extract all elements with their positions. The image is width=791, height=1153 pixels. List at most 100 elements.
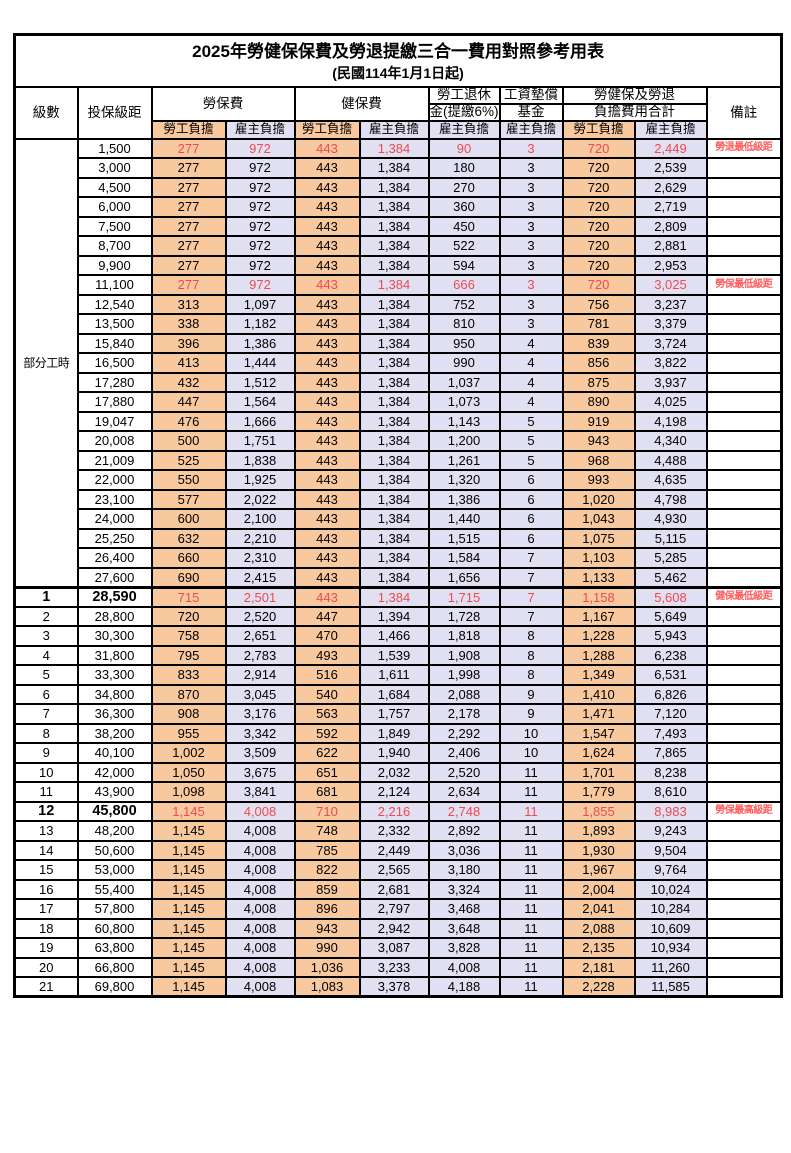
- pension-employer-cell: 1,386: [427, 488, 501, 510]
- labor-employer-cell: 972: [224, 274, 296, 296]
- labor-employer-cell: 3,045: [224, 683, 296, 705]
- column-header-total-line2: 負擔費用合計: [561, 102, 708, 122]
- labor-employee-cell: 870: [150, 683, 227, 705]
- note-cell: [705, 898, 783, 920]
- table-row: 3 30,300 758 2,651 470 1,466 1,818 8 1,228 5,943: [13, 625, 783, 647]
- health-employer-cell: 1,384: [358, 196, 430, 218]
- table-row: 17,880 447 1,564 443 1,384 1,073 4 890 4,025: [15, 391, 783, 413]
- health-employer-cell: 2,032: [358, 761, 430, 783]
- table-row: 8,700 277 972 443 1,384 522 3 720 2,881: [15, 235, 783, 257]
- labor-employer-cell: 1,925: [224, 469, 296, 491]
- table-row: 11,100 277 972 443 1,384 666 3 720 3,025 勞保最低級距: [15, 274, 783, 296]
- note-cell: [705, 235, 783, 257]
- total-employer-cell: 8,983: [633, 800, 708, 822]
- total-employer-cell: 2,539: [633, 157, 708, 179]
- level-cell: 17: [13, 898, 79, 920]
- health-employer-cell: 1,394: [358, 605, 430, 627]
- bracket-cell: 3,000: [76, 157, 153, 179]
- table-row: 8 38,200 955 3,342 592 1,849 2,292 10 1,547 7,493: [13, 722, 783, 744]
- wage-fund-employer-cell: 9: [498, 703, 564, 725]
- pension-employer-cell: 1,261: [427, 449, 501, 471]
- wage-fund-employer-cell: 11: [498, 761, 564, 783]
- note-cell: [705, 488, 783, 510]
- wage-fund-employer-cell: 11: [498, 878, 564, 900]
- note-cell: [705, 508, 783, 530]
- header-row-3: 勞工負擔 雇主負擔 勞工負擔 雇主負擔 雇主負擔 雇主負擔 勞工負擔 雇主負擔: [15, 119, 782, 140]
- total-employer-cell: 2,719: [633, 196, 708, 218]
- level-cell: 15: [13, 859, 79, 881]
- pension-employer-cell: 1,728: [427, 605, 501, 627]
- health-employee-cell: 943: [293, 917, 361, 939]
- labor-employee-cell: 277: [150, 254, 227, 276]
- note-cell: [705, 820, 783, 842]
- labor-employer-cell: 2,520: [224, 605, 296, 627]
- title-cell: 2025年勞健保保費及勞退提繳三合一費用對照參考用表 (民國114年1月1日起): [13, 33, 783, 88]
- wage-fund-employer-cell: 5: [498, 449, 564, 471]
- labor-employer-cell: 1,666: [224, 410, 296, 432]
- health-employee-cell: 493: [293, 644, 361, 666]
- table-row: 4,500 277 972 443 1,384 270 3 720 2,629: [15, 176, 783, 198]
- health-employer-cell: 1,757: [358, 703, 430, 725]
- pension-employer-cell: 2,634: [427, 781, 501, 803]
- health-employee-cell: 443: [293, 508, 361, 530]
- health-employee-cell: 516: [293, 664, 361, 686]
- pension-employer-cell: 990: [427, 352, 501, 374]
- bracket-cell: 22,000: [76, 469, 153, 491]
- labor-employer-cell: 1,097: [224, 293, 296, 315]
- total-employee-cell: 993: [561, 469, 636, 491]
- note-cell: [705, 547, 783, 569]
- bracket-cell: 28,590: [76, 585, 153, 608]
- bracket-cell: 13,500: [76, 313, 153, 335]
- subheader-labor-employer: 雇主負擔: [224, 119, 296, 140]
- total-employer-cell: 3,937: [633, 371, 708, 393]
- table-row: 2 28,800 720 2,520 447 1,394 1,728 7 1,167 5,649: [13, 605, 783, 627]
- health-employee-cell: 443: [293, 371, 361, 393]
- level-cell: 6: [13, 683, 79, 705]
- column-header-total-line1: 勞健保及勞退: [561, 85, 708, 105]
- health-employee-cell: 563: [293, 703, 361, 725]
- note-cell: [705, 410, 783, 432]
- labor-employer-cell: 4,008: [224, 859, 296, 881]
- labor-employer-cell: 3,841: [224, 781, 296, 803]
- labor-employer-cell: 972: [224, 196, 296, 218]
- wage-fund-employer-cell: 4: [498, 332, 564, 354]
- labor-employee-cell: 1,002: [150, 742, 227, 764]
- level-cell: 18: [13, 917, 79, 939]
- level-cell: 10: [13, 761, 79, 783]
- total-employer-cell: 6,826: [633, 683, 708, 705]
- total-employee-cell: 2,004: [561, 878, 636, 900]
- total-employer-cell: 3,025: [633, 274, 708, 296]
- wage-fund-employer-cell: 3: [498, 313, 564, 335]
- pension-employer-cell: 666: [427, 274, 501, 296]
- bracket-cell: 11,100: [76, 274, 153, 296]
- level-cell: 5: [13, 664, 79, 686]
- health-employee-cell: 470: [293, 625, 361, 647]
- labor-employer-cell: 1,182: [224, 313, 296, 335]
- note-cell: [705, 937, 783, 959]
- bracket-cell: 34,800: [76, 683, 153, 705]
- table-row: 15,840 396 1,386 443 1,384 950 4 839 3,724: [15, 332, 783, 354]
- labor-employer-cell: 1,838: [224, 449, 296, 471]
- total-employer-cell: 11,260: [633, 956, 708, 978]
- health-employer-cell: 1,384: [358, 449, 430, 471]
- labor-employer-cell: 2,022: [224, 488, 296, 510]
- note-cell: [705, 196, 783, 218]
- column-header-bracket: 投保級距: [76, 85, 153, 140]
- wage-fund-employer-cell: 8: [498, 625, 564, 647]
- total-employee-cell: 756: [561, 293, 636, 315]
- pension-employer-cell: 3,468: [427, 898, 501, 920]
- table-row: 24,000 600 2,100 443 1,384 1,440 6 1,043 4,930: [15, 508, 783, 530]
- labor-employee-cell: 1,145: [150, 917, 227, 939]
- wage-fund-employer-cell: 11: [498, 898, 564, 920]
- wage-fund-employer-cell: 10: [498, 722, 564, 744]
- bracket-cell: 66,800: [76, 956, 153, 978]
- table-row: 23,100 577 2,022 443 1,384 1,386 6 1,020 4,798: [15, 488, 783, 510]
- labor-employer-cell: 4,008: [224, 898, 296, 920]
- bracket-cell: 60,800: [76, 917, 153, 939]
- total-employee-cell: 1,779: [561, 781, 636, 803]
- total-employer-cell: 4,798: [633, 488, 708, 510]
- level-cell: 9: [13, 742, 79, 764]
- total-employee-cell: 720: [561, 254, 636, 276]
- pension-employer-cell: 2,892: [427, 820, 501, 842]
- health-employer-cell: 2,124: [358, 781, 430, 803]
